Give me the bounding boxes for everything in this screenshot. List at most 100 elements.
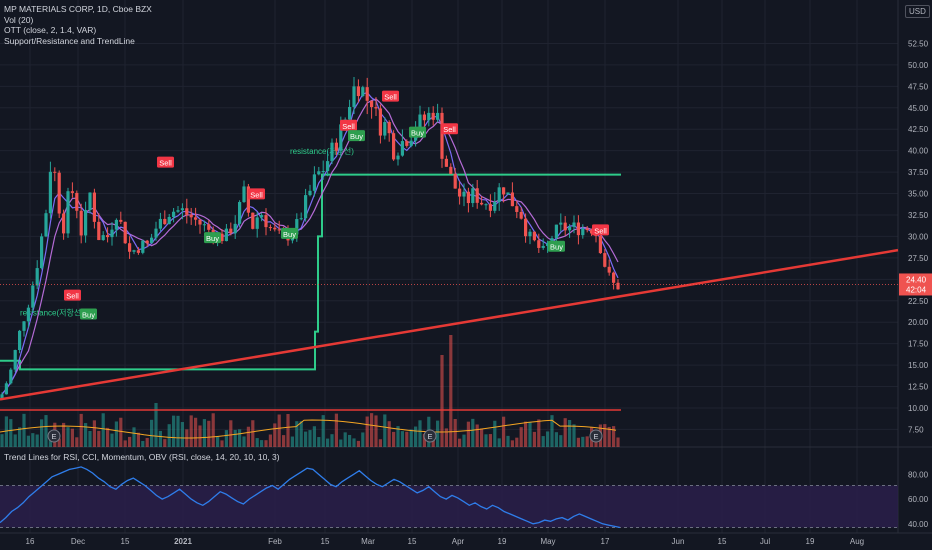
volume-bar (546, 431, 550, 447)
candle-body (119, 219, 123, 222)
candle-body (4, 383, 8, 395)
candle-body (273, 227, 277, 230)
time-tick-label: Feb (268, 537, 282, 546)
volume-bar (330, 434, 334, 447)
candle-body (260, 215, 264, 218)
time-tick-label: Mar (361, 537, 375, 546)
time-tick-label: Jul (760, 537, 770, 546)
volume-bar (295, 421, 299, 447)
candle-body (616, 282, 620, 290)
candle-body (466, 191, 470, 204)
volume-bar (488, 434, 492, 447)
candle-body (251, 212, 255, 229)
time-tick-label: Jun (672, 537, 685, 546)
candle-body (163, 218, 167, 225)
candle-body (352, 86, 356, 107)
trend-line (0, 248, 899, 401)
buy-label-bg (204, 232, 221, 244)
legend-support-resistance[interactable]: Support/Resistance and TrendLine (4, 35, 135, 46)
price-tick-label: 32.50 (908, 211, 929, 220)
candle-body (13, 350, 17, 370)
volume-bar (119, 417, 123, 447)
earnings-marker-circle (589, 429, 603, 443)
candle-body (392, 133, 396, 160)
candle-body (607, 266, 611, 273)
time-tick-label: 15 (718, 537, 727, 546)
candle-body (70, 191, 74, 193)
currency-badge[interactable]: USD (905, 5, 930, 18)
volume-bar (176, 415, 180, 447)
candle-body (449, 166, 453, 174)
time-axis[interactable]: 16 Dec 15 2021 Feb 15 Mar 15 Apr 19 May 17 Jun 15 Jul 1… (0, 532, 932, 546)
volume-bar (180, 422, 184, 447)
candle-body (572, 222, 576, 227)
candle-body (387, 122, 391, 134)
volume-bar (422, 433, 426, 447)
sell-label-bg (441, 123, 458, 135)
price-tick-label: 52.50 (908, 39, 929, 48)
price-tick-label: 35.00 (908, 190, 929, 199)
volume-bar (506, 435, 510, 447)
candle-body (264, 215, 268, 228)
buy-label-bg (348, 130, 365, 142)
candle-body (400, 141, 404, 156)
volume-bar (136, 432, 140, 447)
chart-legend: MP MATERIALS CORP, 1D, Cboe BZX Vol (20)… (4, 4, 152, 46)
candle-body (229, 228, 233, 234)
volume-bar (4, 416, 8, 447)
volume-bar (458, 438, 462, 447)
volume-bar (493, 420, 497, 447)
volume-bar (528, 422, 532, 447)
candle-body (396, 155, 400, 160)
candle-body (40, 236, 44, 269)
volume-bar (26, 435, 30, 447)
oscillator-legend[interactable]: Trend Lines for RSI, CCI, Momentum, OBV … (4, 452, 280, 462)
candle-body (304, 195, 308, 219)
volume-bar (163, 439, 167, 447)
candle-body (365, 87, 369, 101)
volume-bar (282, 435, 286, 447)
volume-bar (475, 424, 479, 447)
candle-body (53, 171, 57, 173)
volume-bar (409, 429, 413, 447)
price-axis[interactable]: 52.50 50.00 47.50 45.00 42.50 40.00 37.50 35.00… (899, 39, 932, 529)
volume-bar (440, 355, 444, 447)
sell-label-bg (248, 188, 265, 200)
volume-bar (405, 431, 409, 447)
volume-bar (581, 436, 585, 447)
candle-body (180, 208, 184, 211)
volume-bar (167, 424, 171, 447)
candle-body (84, 210, 88, 236)
sell-label: Sell (443, 125, 456, 134)
legend-ott[interactable]: OTT (close, 2, 1.4, VAR) (4, 25, 97, 35)
volume-bar (339, 439, 343, 447)
candle-body (383, 122, 387, 136)
volume-bar (251, 420, 255, 447)
candle-body (598, 236, 602, 254)
candle-body (312, 174, 316, 191)
volume-bar (132, 427, 136, 447)
candle-body (581, 228, 585, 236)
volume-bar (387, 421, 391, 447)
ott-lines (1, 91, 619, 395)
candle-body (150, 237, 154, 244)
volume-bar (603, 424, 607, 447)
legend-volume[interactable]: Vol (20) (4, 14, 34, 25)
time-tick-label: Apr (452, 537, 465, 546)
candle-body (497, 187, 501, 202)
candle-body (167, 216, 171, 225)
volume-bar (198, 425, 202, 447)
ott-slow-line (1, 98, 619, 395)
candle-body (506, 192, 510, 195)
candle-body (475, 188, 479, 203)
sell-label-bg (64, 289, 81, 301)
candle-body (308, 190, 312, 196)
volume-bar (392, 431, 396, 447)
candles[interactable] (0, 76, 620, 400)
volume-bar (585, 436, 589, 447)
candle-body (546, 243, 550, 246)
volume-bar (343, 432, 347, 447)
candle-body (18, 330, 22, 351)
volume-bar (66, 427, 70, 447)
